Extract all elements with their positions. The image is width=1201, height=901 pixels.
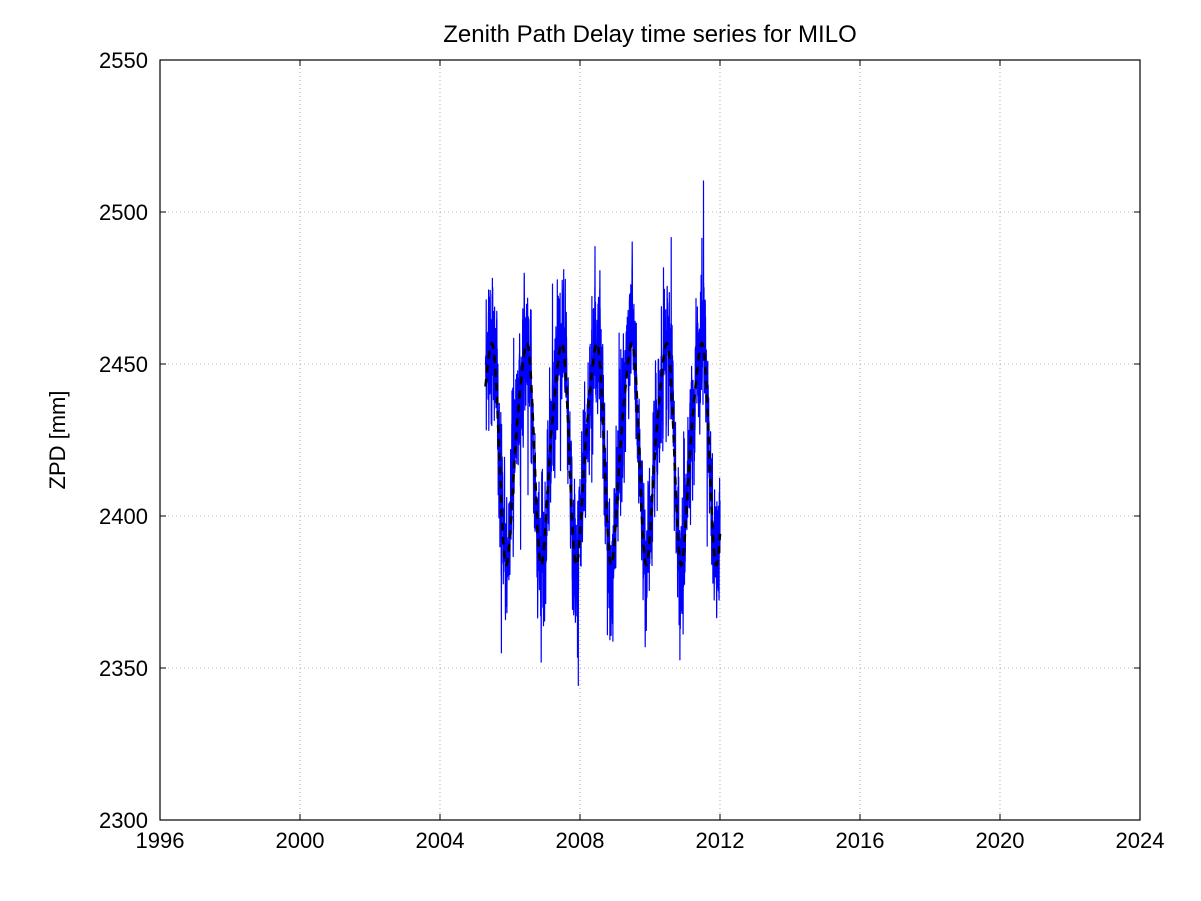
y-tick-label: 2500 (99, 200, 148, 225)
x-tick-label: 2012 (696, 828, 745, 853)
x-tick-label: 2024 (1116, 828, 1165, 853)
y-tick-label: 2550 (99, 48, 148, 73)
x-tick-label: 2000 (276, 828, 325, 853)
y-axis-label: ZPD [mm] (45, 391, 70, 490)
x-tick-label: 2004 (416, 828, 465, 853)
y-tick-label: 2350 (99, 656, 148, 681)
chart-title: Zenith Path Delay time series for MILO (443, 21, 856, 48)
timeseries-chart: 1996200020042008201220162020202423002350… (0, 0, 1201, 901)
y-tick-label: 2400 (99, 504, 148, 529)
y-tick-label: 2450 (99, 352, 148, 377)
x-tick-label: 2020 (976, 828, 1025, 853)
chart-container: 1996200020042008201220162020202423002350… (0, 0, 1201, 901)
x-tick-label: 2008 (556, 828, 605, 853)
x-tick-label: 2016 (836, 828, 885, 853)
y-tick-label: 2300 (99, 808, 148, 833)
